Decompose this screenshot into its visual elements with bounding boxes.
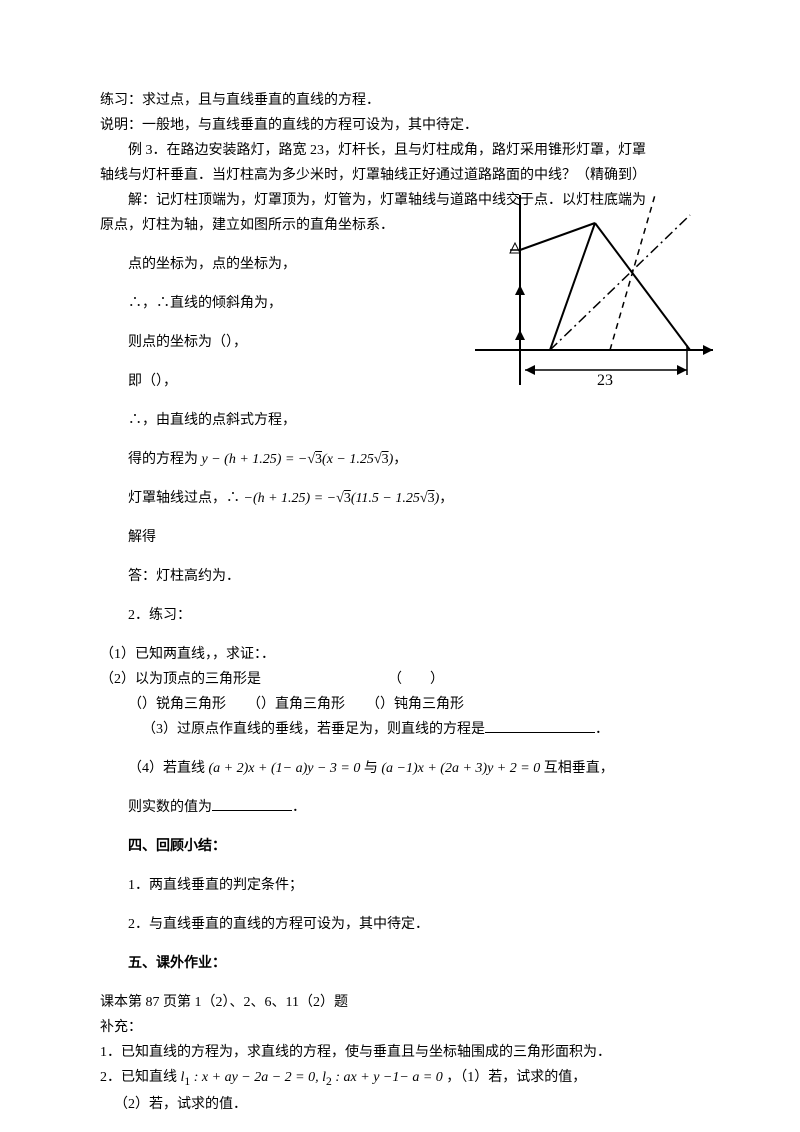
body-p6: 得的方程为 y − (h + 1.25) = −√3(x − 1.25√3)， — [100, 449, 700, 470]
equation-hw2: l1 : x + ay − 2a − 2 = 0, l2 : ax + y −1… — [181, 1070, 443, 1085]
body-p9: 答：灯柱高约为． — [100, 566, 700, 587]
homework-4b: ，（1）若，试求的值， — [446, 1070, 586, 1085]
exercise-3: （3）过原点作直线的垂线，若垂足为，则直线的方程是 ． — [100, 719, 700, 740]
exercise-2b: （ ） — [388, 672, 444, 687]
exercise-5a: 则实数的值为 — [128, 800, 212, 815]
exercise-2-opts: （）锐角三角形 （）直角三角形 （）钝角三角形 — [100, 694, 700, 715]
body-p8: 解得 — [100, 527, 700, 548]
section-4-item2: 2．与直线垂直的直线的方程可设为，其中待定． — [100, 914, 700, 935]
equation-7: −(h + 1.25) = −√3(11.5 − 1.25√3) — [244, 491, 440, 506]
equation-ex4: (a + 2)x + (1− a)y − 3 = 0 与 (a −1)x + (… — [209, 761, 544, 776]
homework-4: 2．已知直线 l1 : x + ay − 2a − 2 = 0, l2 : ax… — [100, 1067, 700, 1090]
homework-2: 补充： — [100, 1017, 700, 1038]
exercise-1: （1）已知两直线，，求证：． — [100, 644, 700, 665]
section-4-item1: 1．两直线垂直的判定条件； — [100, 875, 700, 896]
blank-1 — [485, 719, 595, 733]
body-p6-pre: 得的方程为 — [128, 452, 202, 467]
exercise-4-pre: （4）若直线 — [128, 761, 205, 776]
diagram-label-23: 23 — [597, 372, 613, 389]
intro-practice: 练习：求过点，且与直线垂直的直线的方程． — [100, 90, 700, 111]
exercise-4-post: 互相垂直， — [544, 761, 614, 776]
exercise-5: 则实数的值为 ． — [100, 797, 700, 818]
exercise-3-text: （3）过原点作直线的垂线，若垂足为，则直线的方程是 — [142, 722, 485, 737]
body-p7-pre: 灯罩轴线过点，∴ — [128, 491, 240, 506]
exercise-2: （2）以为顶点的三角形是 （ ） — [100, 669, 700, 690]
exercise-4: （4）若直线 (a + 2)x + (1− a)y − 3 = 0 与 (a −… — [100, 758, 700, 779]
blank-2 — [212, 797, 292, 811]
homework-1: 课本第 87 页第 1（2）、2、6、11（2）题 — [100, 992, 700, 1013]
exercise-2a: （2）以为顶点的三角形是 — [100, 672, 261, 687]
example3-line1: 例 3．在路边安装路灯，路宽 23，灯杆长，且与灯柱成角，路灯采用锥形灯罩，灯罩 — [100, 140, 700, 161]
homework-4a: 2．已知直线 — [100, 1070, 177, 1085]
street-lamp-diagram: 23 — [465, 195, 715, 415]
homework-3: 1．已知直线的方程为，求直线的方程，使与垂直且与坐标轴围成的三角形面积为． — [100, 1042, 700, 1063]
equation-6: y − (h + 1.25) = −√3(x − 1.25√3) — [202, 452, 394, 467]
intro-note: 说明：一般地，与直线垂直的直线的方程可设为，其中待定． — [100, 115, 700, 136]
exercise-3-end: ． — [595, 722, 609, 737]
example3-line2: 轴线与灯杆垂直．当灯柱高为多少米时，灯罩轴线正好通过道路路面的中线？（精确到） — [100, 165, 700, 186]
exercise-5b: ． — [292, 800, 306, 815]
section-5-title: 五、课外作业： — [100, 953, 700, 974]
homework-5: （2）若，试求的值． — [100, 1094, 700, 1115]
body-p10: 2．练习： — [100, 605, 700, 626]
body-p7: 灯罩轴线过点，∴ −(h + 1.25) = −√3(11.5 − 1.25√3… — [100, 488, 700, 509]
section-4-title: 四、回顾小结： — [100, 836, 700, 857]
